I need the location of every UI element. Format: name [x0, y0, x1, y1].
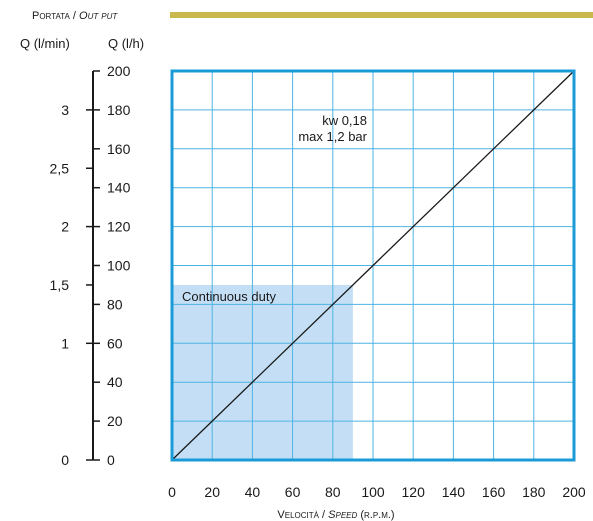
- x-tick-label: 140: [442, 484, 466, 500]
- y-tick-label-lh: 80: [107, 296, 123, 312]
- y-tick-label-lh: 20: [107, 413, 123, 429]
- x-tick-label: 60: [285, 484, 301, 500]
- y-tick-label-lmin: 2,5: [50, 160, 70, 176]
- header-bar: [170, 12, 593, 18]
- y-tick-label-lh: 200: [107, 63, 131, 79]
- y-tick-label-lh: 60: [107, 335, 123, 351]
- x-tick-label: 180: [522, 484, 546, 500]
- power-annotation: kw 0,18: [322, 113, 367, 128]
- plot-area: [170, 69, 576, 462]
- axis-label-lh: Q (l/h): [108, 36, 144, 51]
- y-tick-label-lh: 0: [107, 452, 115, 468]
- pressure-annotation: max 1,2 bar: [298, 129, 367, 144]
- x-tick-label: 80: [325, 484, 341, 500]
- y-axis-lmin-ticks: 0 1 1,5 2 2,5 3: [50, 102, 70, 468]
- series-line: [171, 70, 575, 461]
- x-tick-label: 200: [562, 484, 586, 500]
- x-tick-label: 160: [482, 484, 506, 500]
- y-tick-label-lmin: 1,5: [50, 277, 70, 293]
- y-tick-label-lmin: 1: [61, 335, 69, 351]
- x-tick-label: 40: [245, 484, 261, 500]
- x-tick-label: 0: [168, 484, 176, 500]
- left-axis: [86, 70, 100, 461]
- x-axis-ticks: 0 20 40 60 80 100 120 140 160 180 200: [168, 484, 586, 500]
- x-tick-label: 20: [204, 484, 220, 500]
- y-axis-lh-ticks: 0 20 40 60 80 100 120 140 160 180 200: [107, 63, 131, 468]
- x-axis-title: Velocità / Speed (r.p.m.): [277, 509, 394, 521]
- y-tick-label-lh: 160: [107, 141, 131, 157]
- y-tick-label-lh: 40: [107, 374, 123, 390]
- y-tick-label-lh: 120: [107, 219, 131, 235]
- x-tick-label: 100: [361, 484, 385, 500]
- y-tick-label-lh: 180: [107, 102, 131, 118]
- x-tick-label: 120: [402, 484, 426, 500]
- y-tick-label-lmin: 2: [61, 219, 69, 235]
- y-tick-label-lh: 100: [107, 258, 131, 274]
- duty-label: Continuous duty: [182, 289, 276, 304]
- y-tick-label-lh: 140: [107, 180, 131, 196]
- plot-frame: [170, 69, 576, 462]
- axis-label-lmin: Q (l/min): [20, 36, 70, 51]
- y-tick-label-lmin: 3: [61, 102, 69, 118]
- header-title: Portata / Out put: [32, 10, 118, 22]
- y-tick-label-lmin: 0: [61, 452, 69, 468]
